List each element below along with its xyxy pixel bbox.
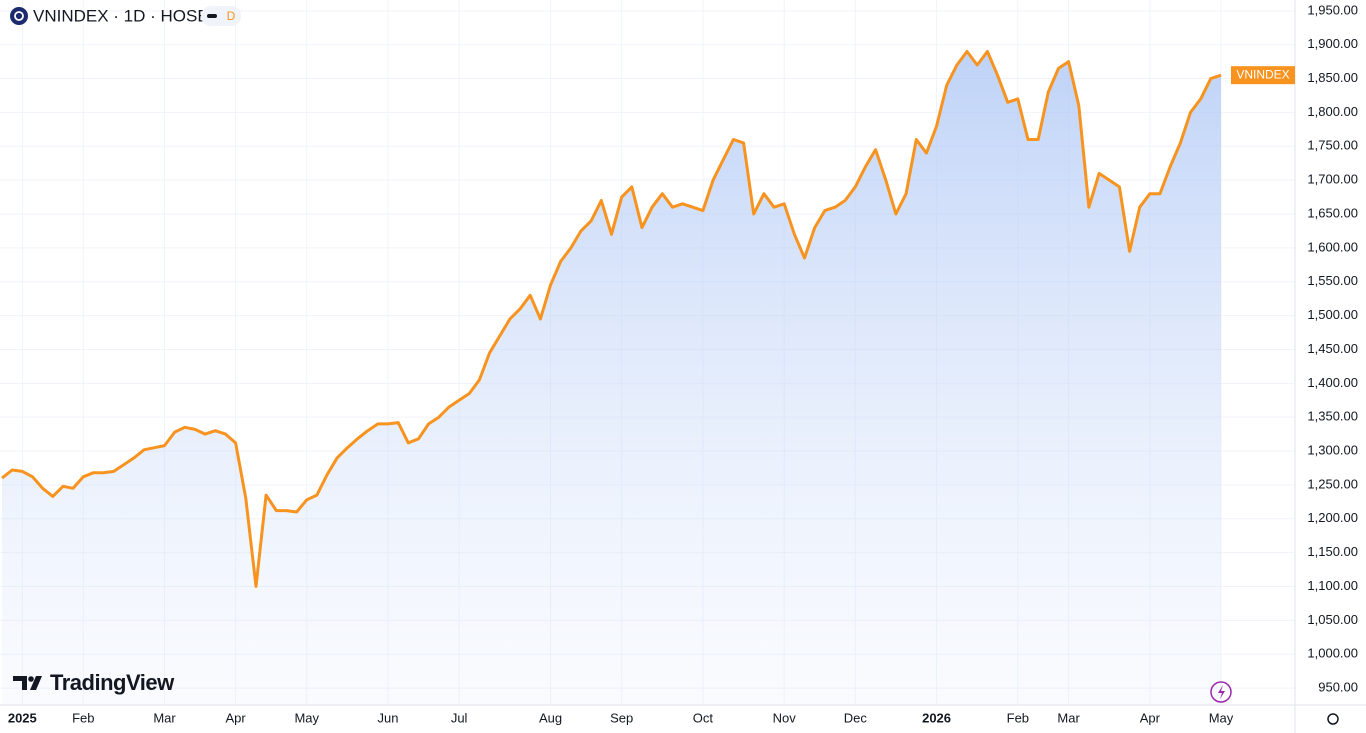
y-tick-label: 1,500.00: [1307, 307, 1358, 322]
y-tick-label: 1,250.00: [1307, 476, 1358, 491]
y-tick-label: 1,550.00: [1307, 273, 1358, 288]
x-tick-label: Apr: [226, 710, 247, 725]
logo-mark: [13, 676, 42, 690]
plot: [1, 50, 1222, 705]
flash-bolt: [1218, 685, 1225, 699]
symbol-icon-ring: [14, 11, 24, 21]
y-tick-label: 1,600.00: [1307, 239, 1358, 254]
y-tick-label: 1,050.00: [1307, 612, 1358, 627]
y-tick-label: 1,400.00: [1307, 375, 1358, 390]
y-tick-label: 1,450.00: [1307, 341, 1358, 356]
x-tick-label: Sep: [610, 710, 633, 725]
x-tick-label: May: [294, 710, 319, 725]
series-label-bg: [1231, 66, 1295, 85]
y-tick-label: 1,950.00: [1307, 2, 1358, 17]
settings-icon[interactable]: [1327, 713, 1339, 725]
y-tick-label: 1,900.00: [1307, 36, 1358, 51]
flash-icon[interactable]: [1210, 681, 1232, 703]
x-tick-label: Aug: [539, 710, 562, 725]
x-tick-label: Jun: [378, 710, 399, 725]
y-tick-label: 1,750.00: [1307, 138, 1358, 153]
x-tick-label: Mar: [153, 710, 176, 725]
watermark-logo: [13, 676, 42, 690]
x-tick-label: May: [1209, 710, 1234, 725]
axes: 950.00 1,000.00 1,050.00 1,100.00 1,150.00 1,…: [8, 2, 1358, 725]
area-fill: [2, 51, 1221, 705]
y-tick-label: 1,800.00: [1307, 104, 1358, 119]
y-tick-label: 1,650.00: [1307, 205, 1358, 220]
x-tick-label: Jul: [451, 710, 468, 725]
logo-dot: [28, 676, 34, 682]
y-tick-label: 1,850.00: [1307, 70, 1358, 85]
status-pill: [201, 6, 241, 26]
x-tick-label: Feb: [72, 710, 94, 725]
y-tick-label: 1,350.00: [1307, 409, 1358, 424]
series-label: VNINDEX: [1236, 67, 1289, 81]
status-dash: [207, 14, 217, 18]
x-tick-label: 2025: [8, 710, 37, 725]
y-tick-label: 1,200.00: [1307, 510, 1358, 525]
y-tick-label: 1,000.00: [1307, 646, 1358, 661]
chart-title: VNINDEX · 1D · HOSE: [33, 6, 209, 25]
interval-badge: D: [227, 9, 236, 23]
y-tick-label: 1,100.00: [1307, 578, 1358, 593]
y-tick-label: 1,300.00: [1307, 442, 1358, 457]
watermark: TradingView: [50, 670, 175, 695]
x-tick-label: Dec: [844, 710, 868, 725]
x-tick-label: Feb: [1007, 710, 1029, 725]
y-tick-label: 1,150.00: [1307, 544, 1358, 559]
price-line: [1, 50, 1222, 588]
x-tick-label: Oct: [693, 710, 714, 725]
x-tick-label: Mar: [1057, 710, 1080, 725]
symbol-icon: [10, 7, 28, 25]
y-tick-label: 1,700.00: [1307, 172, 1358, 187]
x-tick-label: Apr: [1140, 710, 1161, 725]
x-tick-label: 2026: [922, 710, 951, 725]
y-tick-label: 950.00: [1318, 680, 1358, 695]
x-tick-label: Nov: [773, 710, 797, 725]
